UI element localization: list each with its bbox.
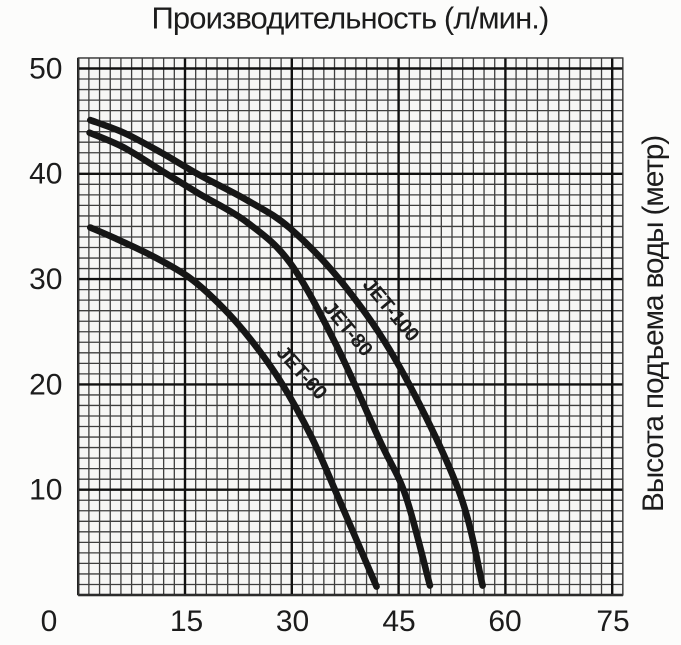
svg-text:75: 75 (596, 605, 629, 638)
svg-text:30: 30 (29, 263, 62, 296)
svg-text:15: 15 (170, 605, 203, 638)
svg-text:30: 30 (276, 605, 309, 638)
svg-text:20: 20 (29, 368, 62, 401)
svg-text:0: 0 (41, 605, 58, 638)
svg-text:Высота подъема воды (метр): Высота подъема воды (метр) (637, 136, 670, 512)
svg-text:10: 10 (29, 474, 62, 507)
svg-text:45: 45 (382, 605, 415, 638)
svg-text:50: 50 (29, 52, 62, 85)
svg-text:60: 60 (488, 605, 521, 638)
svg-text:40: 40 (29, 158, 62, 191)
svg-text:Производительность (л/мин.): Производительность (л/мин.) (152, 1, 549, 36)
